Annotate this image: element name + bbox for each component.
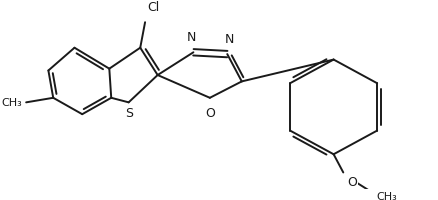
Text: S: S [124,106,132,119]
Text: CH₃: CH₃ [375,191,396,200]
Text: CH₃: CH₃ [1,98,22,108]
Text: Cl: Cl [147,1,159,14]
Text: O: O [205,106,214,119]
Text: O: O [346,175,356,188]
Text: N: N [187,31,196,44]
Text: N: N [224,33,233,46]
